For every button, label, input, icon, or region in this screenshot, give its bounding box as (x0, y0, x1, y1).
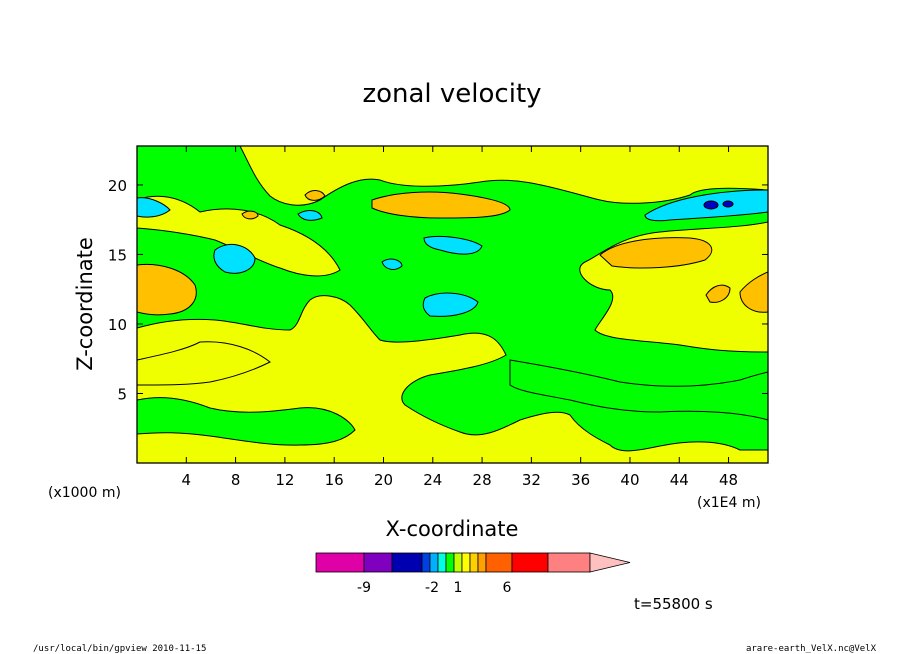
colorbar-segment (421, 552, 431, 573)
field-orange-small2 (304, 190, 326, 201)
field-cyan-upper-center (297, 210, 323, 221)
x-axis-unit: (x1E4 m) (697, 495, 761, 511)
field-yellow-left (137, 195, 341, 277)
colorbar-label: -9 (357, 580, 371, 596)
field-cyan-small (381, 258, 403, 270)
footer-right: arare-earth_VelX.nc@VelX (746, 644, 877, 654)
colorbar-segment (547, 552, 591, 573)
x-tick-label: 24 (423, 471, 442, 489)
x-tick-label: 12 (275, 471, 294, 489)
plot-area (137, 146, 768, 463)
field-yellow-lowerleft (137, 341, 271, 386)
colorbar-segment (469, 552, 479, 573)
field-blue-core1 (703, 200, 719, 210)
field-cyan-center2 (422, 292, 479, 317)
colorbar-label: 6 (503, 580, 512, 596)
x-axis: 4 8 12 16 20 24 28 32 36 40 44 48 (182, 146, 738, 489)
x-tick-label: 36 (571, 471, 590, 489)
colorbar-segment (429, 552, 439, 573)
field-green-band-right (509, 359, 768, 421)
field-cyan-center1 (423, 235, 483, 255)
x-tick-label: 28 (473, 471, 492, 489)
x-tick-label: 16 (325, 471, 344, 489)
x-tick-label: 32 (522, 471, 541, 489)
colorbar-segment (511, 552, 549, 573)
x-tick-label: 4 (182, 471, 192, 489)
time-label: t=55800 s (634, 595, 713, 613)
field-cyan-midleft (213, 243, 256, 274)
colorbar-segment (453, 552, 463, 573)
colorbar-extend-arrow (589, 552, 631, 573)
field-yellow-upper (239, 146, 768, 206)
y-axis: 5 10 15 20 (108, 177, 768, 403)
y-tick-label: 20 (108, 177, 127, 195)
field-cyan-left (137, 197, 171, 218)
x-tick-label: 8 (231, 471, 241, 489)
x-tick-label: 20 (374, 471, 393, 489)
colorbar-segment (391, 552, 423, 573)
colorbar-segment (485, 552, 513, 573)
colorbar-segment (445, 552, 455, 573)
field-orange-left (137, 263, 197, 316)
y-tick-label: 10 (108, 316, 127, 334)
field-blue-core2 (722, 200, 734, 208)
colorbar-segment (315, 552, 365, 573)
footer-left: /usr/local/bin/gpview 2010-11-15 (33, 644, 206, 654)
colorbar (315, 552, 631, 573)
colorbar-labels: -9 -2 1 6 (357, 580, 512, 596)
colorbar-segment (363, 552, 393, 573)
field-green-band-low (137, 397, 356, 446)
x-tick-label: 44 (670, 471, 689, 489)
x-tick-label: 48 (719, 471, 738, 489)
field-orange-small1 (705, 284, 731, 303)
field-orange-center (371, 191, 511, 219)
x-tick-label: 40 (620, 471, 639, 489)
colorbar-segment (437, 552, 447, 573)
x-axis-label: X-coordinate (386, 517, 519, 541)
y-axis-label: Z-coordinate (73, 237, 97, 371)
colorbar-label: 1 (454, 580, 463, 596)
plot-frame (136, 145, 769, 464)
y-axis-unit: (x1000 m) (48, 485, 121, 501)
field-orange-small3 (241, 210, 259, 220)
colorbar-segment (477, 552, 487, 573)
chart-title: zonal velocity (362, 79, 541, 109)
colorbar-label: -2 (425, 580, 439, 596)
y-tick-label: 15 (108, 246, 127, 264)
y-tick-label: 5 (117, 385, 127, 403)
colorbar-segment (461, 552, 471, 573)
field-orange-right (599, 237, 713, 269)
field-orange-farright (739, 271, 768, 313)
